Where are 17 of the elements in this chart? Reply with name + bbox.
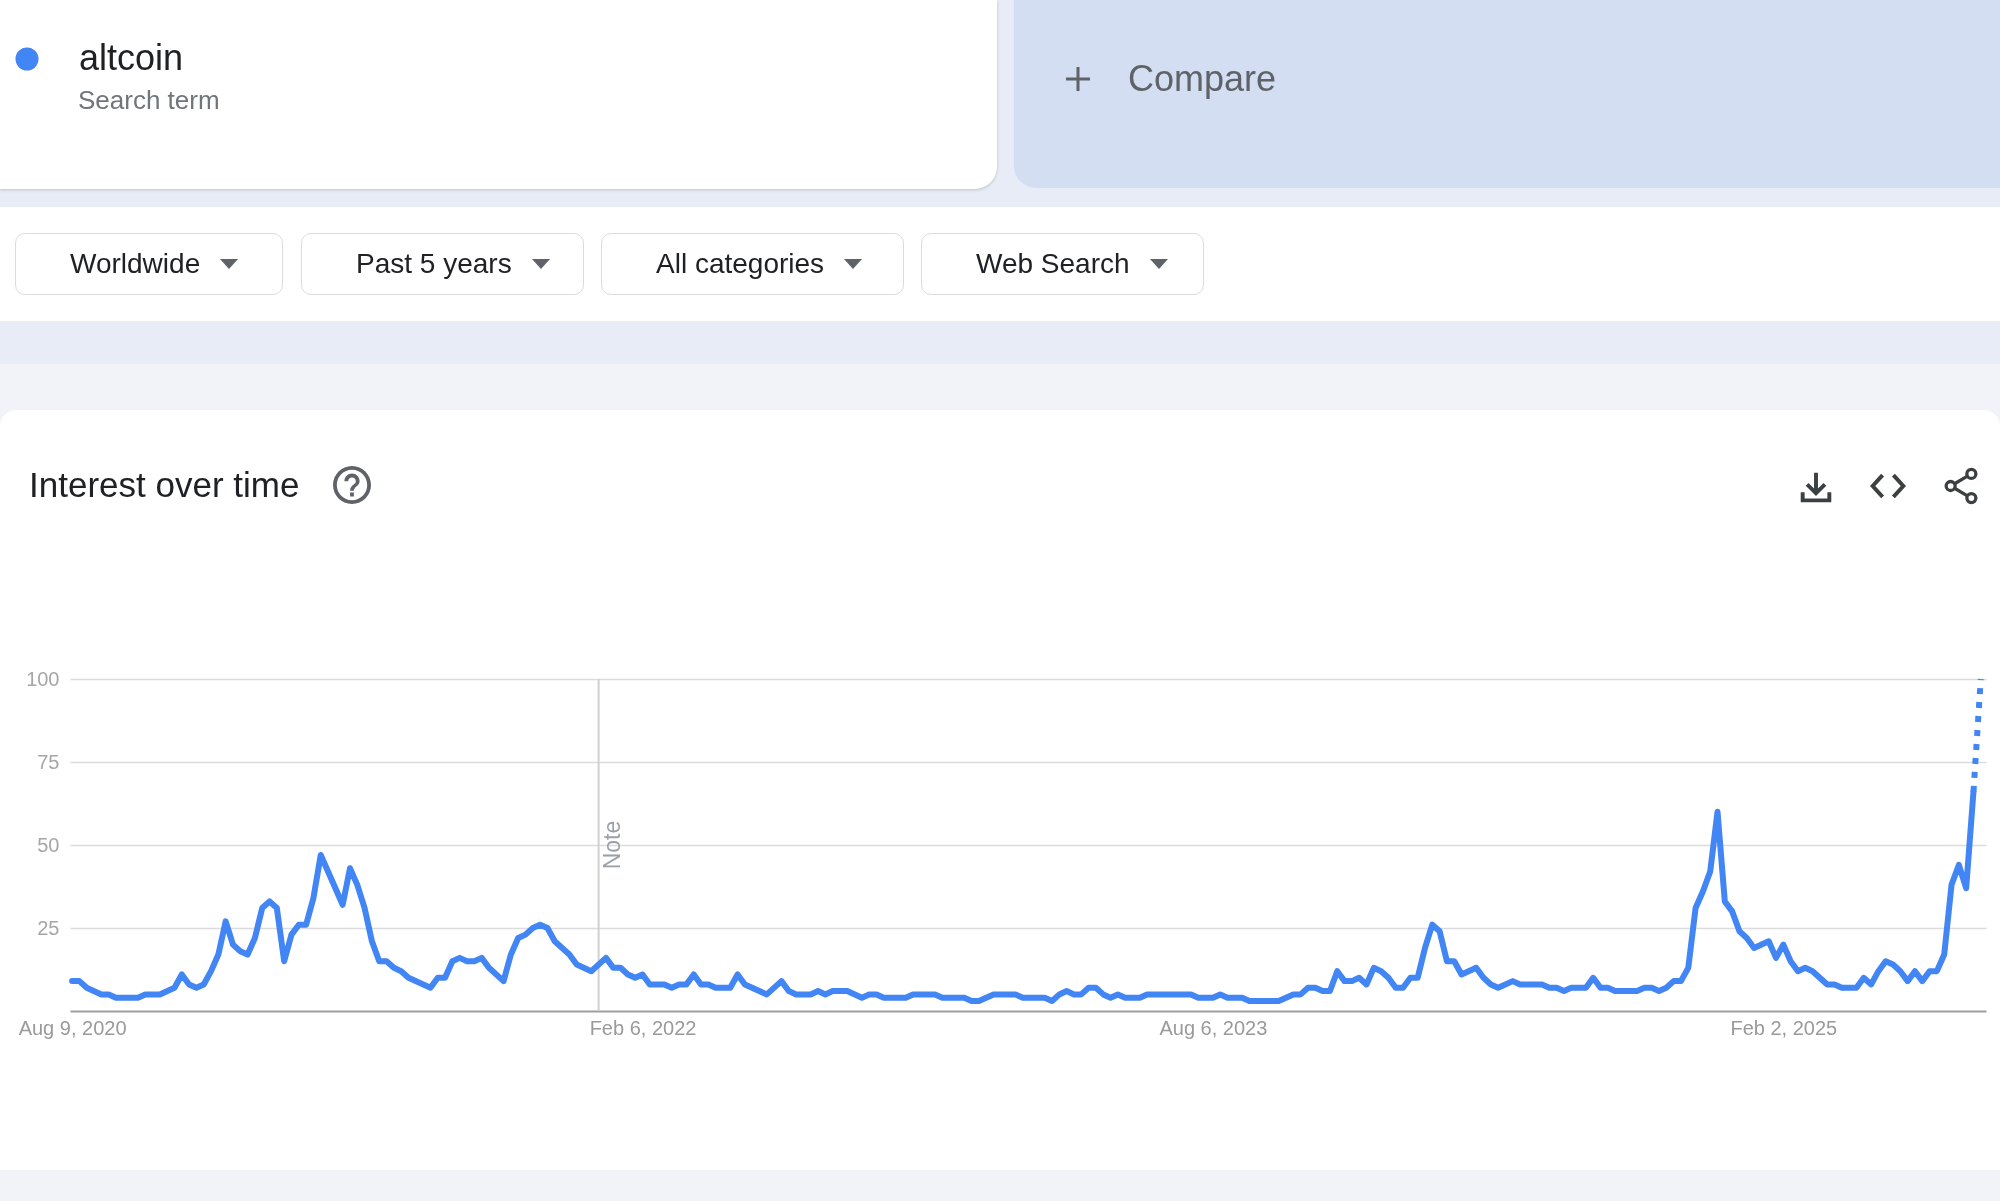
dropdown-button: All categories xyxy=(601,233,904,295)
y-tick-label: 75 xyxy=(37,750,60,773)
dropdown-button: Worldwide xyxy=(15,233,283,295)
x-tick-label: Aug 9, 2020 xyxy=(18,1016,127,1039)
dropdown-button: Web Search xyxy=(921,233,1204,295)
y-tick-label: 100 xyxy=(26,667,60,690)
legend-label: altcoin xyxy=(79,37,184,78)
x-tick-label: Feb 6, 2022 xyxy=(589,1016,697,1039)
x-tick-label: Feb 2, 2025 xyxy=(1730,1016,1838,1039)
text: Search term xyxy=(78,84,220,116)
y-tick-label: 50 xyxy=(37,833,60,856)
dropdown-button: Past 5 years xyxy=(301,233,584,295)
y-tick-label: 25 xyxy=(37,916,60,939)
compare-button: Compare xyxy=(1014,0,2000,188)
chart-title: Interest over time xyxy=(29,465,300,504)
ref-line-label: Note xyxy=(598,820,625,870)
x-tick-label: Aug 6, 2023 xyxy=(1159,1016,1268,1039)
